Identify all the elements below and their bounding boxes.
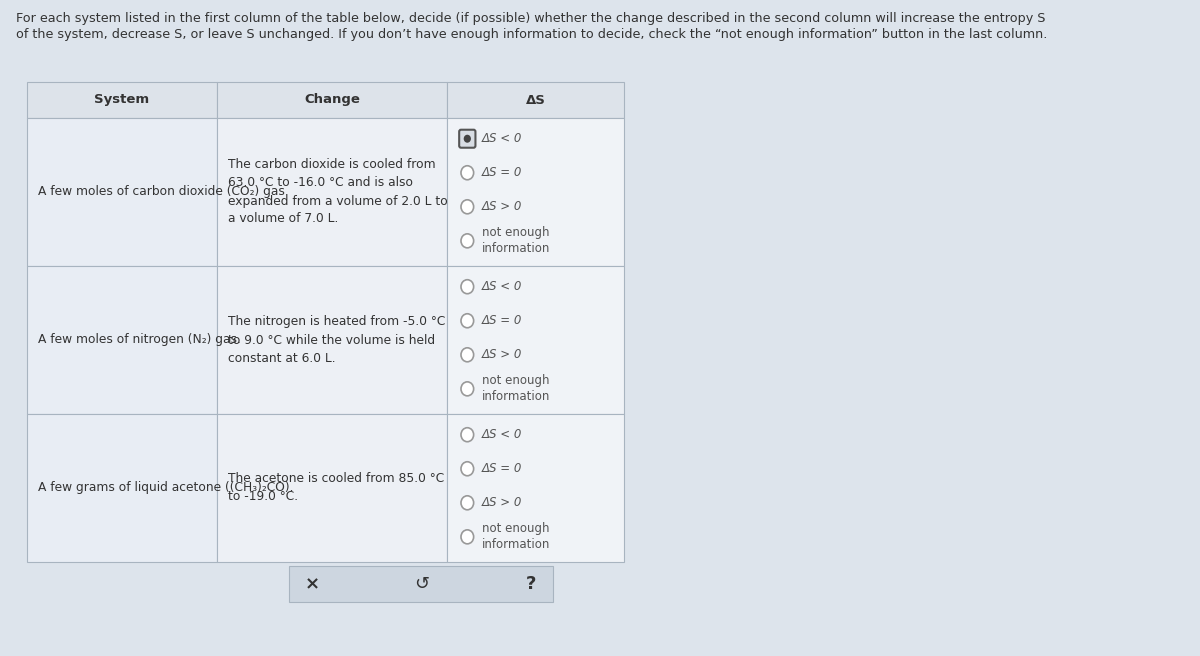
Bar	[448, 118, 624, 266]
Text: ΔS: ΔS	[526, 94, 546, 106]
Text: not enough
information: not enough information	[481, 375, 550, 403]
Bar	[28, 414, 217, 562]
Circle shape	[461, 234, 474, 248]
Circle shape	[461, 382, 474, 396]
Circle shape	[461, 314, 474, 328]
Text: For each system listed in the first column of the table below, decide (if possib: For each system listed in the first colu…	[17, 12, 1045, 25]
Bar	[217, 82, 448, 118]
Text: ΔS < 0: ΔS < 0	[481, 428, 522, 441]
Bar	[448, 414, 624, 562]
Bar	[28, 266, 217, 414]
Bar	[217, 266, 448, 414]
Bar	[28, 118, 217, 266]
Text: The nitrogen is heated from -5.0 °C
to 9.0 °C while the volume is held
constant : The nitrogen is heated from -5.0 °C to 9…	[228, 316, 445, 365]
Text: not enough
information: not enough information	[481, 522, 550, 551]
Circle shape	[461, 428, 474, 441]
Text: ΔS > 0: ΔS > 0	[481, 348, 522, 361]
Bar	[28, 82, 217, 118]
Text: ΔS > 0: ΔS > 0	[481, 497, 522, 509]
Text: ΔS < 0: ΔS < 0	[481, 133, 522, 145]
Text: not enough
information: not enough information	[481, 226, 550, 255]
Circle shape	[461, 200, 474, 214]
Text: ΔS > 0: ΔS > 0	[481, 200, 522, 213]
Text: The carbon dioxide is cooled from
63.0 °C to -16.0 °C and is also
expanded from : The carbon dioxide is cooled from 63.0 °…	[228, 159, 448, 226]
Bar	[217, 414, 448, 562]
Text: ?: ?	[526, 575, 535, 593]
Circle shape	[463, 134, 470, 143]
Text: Change: Change	[305, 94, 360, 106]
Text: ΔS = 0: ΔS = 0	[481, 166, 522, 179]
Text: ΔS = 0: ΔS = 0	[481, 314, 522, 327]
Circle shape	[461, 279, 474, 294]
Circle shape	[461, 496, 474, 510]
Text: The acetone is cooled from 85.0 °C
to -19.0 °C.: The acetone is cooled from 85.0 °C to -1…	[228, 472, 444, 504]
Circle shape	[461, 530, 474, 544]
Bar	[448, 266, 624, 414]
Text: A few moles of carbon dioxide (CO₂) gas.: A few moles of carbon dioxide (CO₂) gas.	[38, 186, 289, 199]
Text: ΔS < 0: ΔS < 0	[481, 280, 522, 293]
Text: of the system, decrease S, or leave S unchanged. If you don’t have enough inform: of the system, decrease S, or leave S un…	[17, 28, 1048, 41]
Text: ↺: ↺	[414, 575, 428, 593]
Text: ΔS = 0: ΔS = 0	[481, 462, 522, 475]
Circle shape	[461, 166, 474, 180]
Text: System: System	[95, 94, 150, 106]
Circle shape	[461, 462, 474, 476]
Circle shape	[461, 348, 474, 362]
Text: A few grams of liquid acetone ((CH₃)₂CO).: A few grams of liquid acetone ((CH₃)₂CO)…	[38, 482, 294, 495]
FancyBboxPatch shape	[460, 130, 475, 148]
Bar	[217, 118, 448, 266]
Bar	[448, 82, 624, 118]
Text: A few moles of nitrogen (N₂) gas.: A few moles of nitrogen (N₂) gas.	[38, 333, 241, 346]
Bar	[289, 566, 553, 602]
Text: ×: ×	[305, 575, 319, 593]
